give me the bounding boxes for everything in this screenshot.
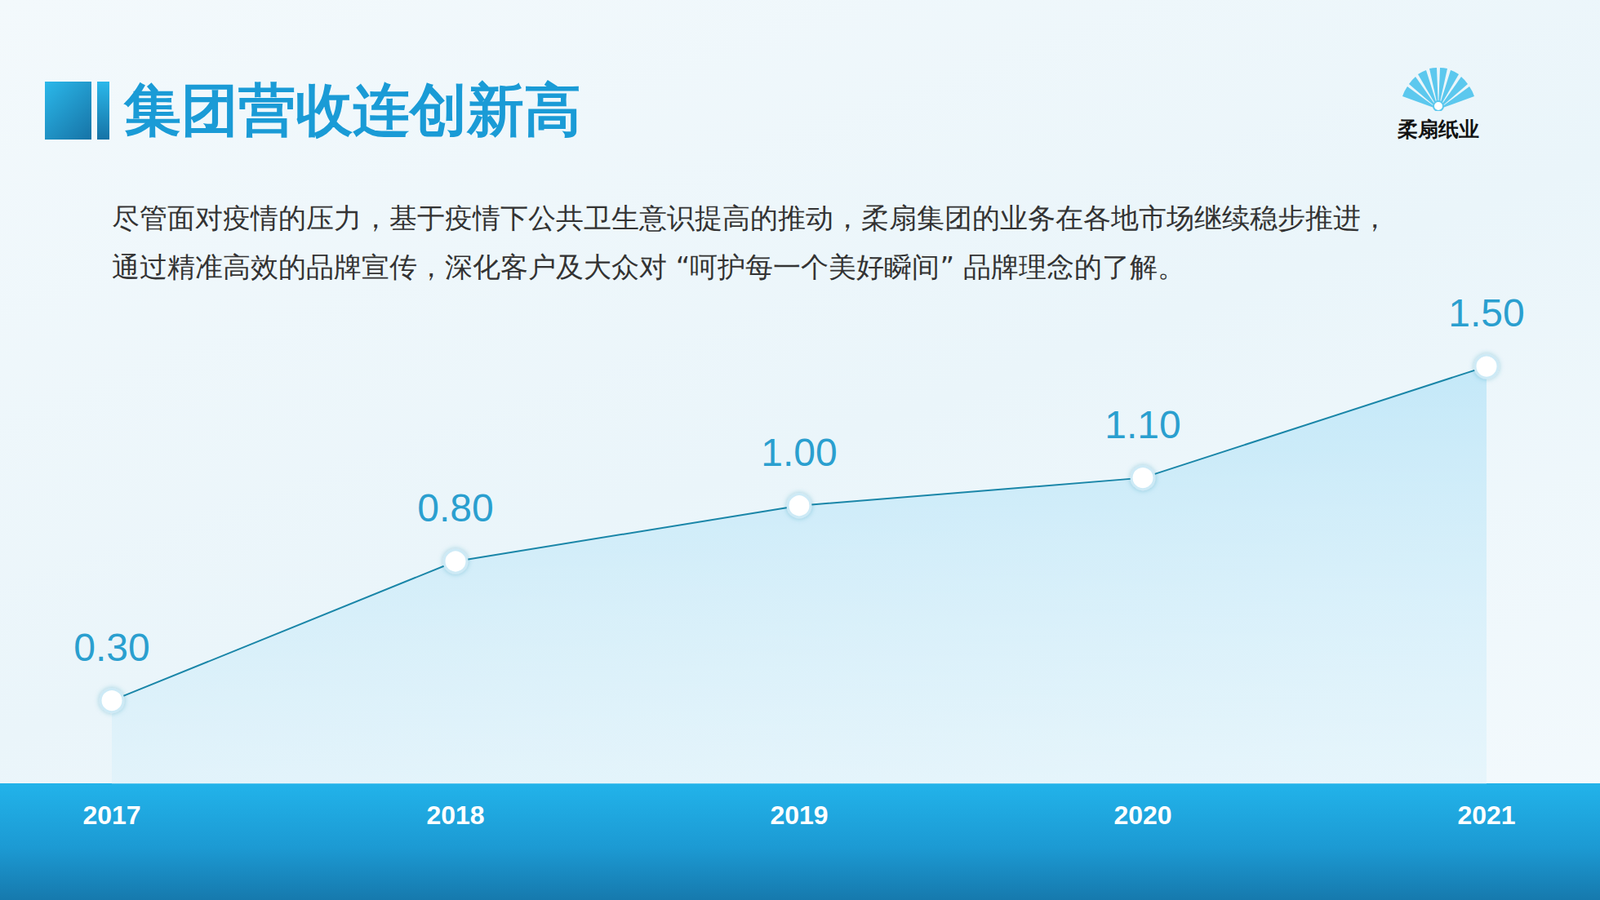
svg-text:2017: 2017 bbox=[82, 800, 141, 831]
html-text:通过精准高效的品牌宣传，深化客户及大众对 “呵护每一个美好瞬: 通过精准高效的品牌宣传，深化客户及大众对 “呵护每一个美好瞬间” 品牌理念的了解… bbox=[111, 250, 1186, 284]
html-text:集团营收连创新高: 集团营收连创新高 bbox=[124, 76, 582, 144]
svg-text:1.00: 1.00 bbox=[760, 431, 837, 475]
svg-text:2018: 2018 bbox=[426, 800, 485, 831]
svg-text:1.50: 1.50 bbox=[1448, 291, 1525, 335]
svg-text:2019: 2019 bbox=[769, 800, 828, 831]
html-text:柔扇纸业: 柔扇纸业 bbox=[1397, 117, 1480, 142]
svg-text:1.10: 1.10 bbox=[1104, 403, 1181, 447]
svg-text:0.80: 0.80 bbox=[417, 486, 494, 530]
html-text:尽管面对疫情的压力，基于疫情下公共卫生意识提高的推动，柔扇集: 尽管面对疫情的压力，基于疫情下公共卫生意识提高的推动，柔扇集团的业务在各地市场继… bbox=[111, 201, 1389, 235]
svg-text:2020: 2020 bbox=[1113, 800, 1172, 831]
svg-text:0.30: 0.30 bbox=[73, 626, 150, 670]
svg-text:2021: 2021 bbox=[1457, 800, 1516, 831]
